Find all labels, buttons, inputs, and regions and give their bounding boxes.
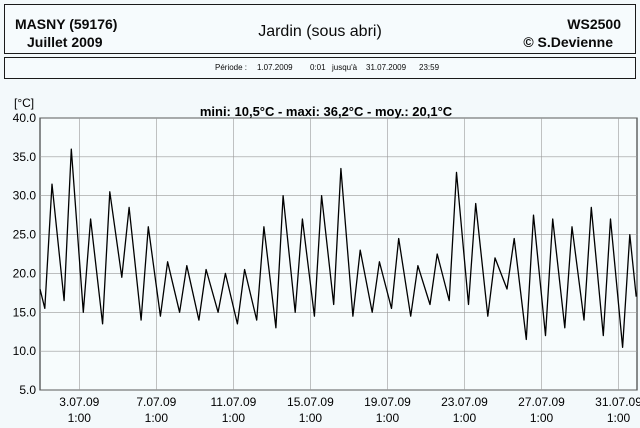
y-tick-label: 35.0 — [13, 150, 37, 164]
x-tick-time: 1:00 — [145, 411, 169, 425]
y-tick-label: 25.0 — [13, 228, 37, 242]
author-credit: © S.Devienne — [523, 34, 613, 50]
temperature-series-line — [39, 148, 637, 348]
x-tick-date: 15.07.09 — [287, 395, 334, 409]
x-tick-time: 1:00 — [376, 411, 400, 425]
temperature-chart: 5.0 10.0 15.0 20.0 25.0 30.0 35.0 40.0 3.07.09 1:… — [13, 96, 640, 425]
period-start-time: 0:01 — [310, 63, 326, 72]
period-end-time: 23:59 — [419, 63, 440, 72]
month-label: Juillet 2009 — [27, 34, 103, 50]
x-tick-time: 1:00 — [222, 411, 246, 425]
x-tick-date: 11.07.09 — [210, 395, 256, 409]
period-until: jusqu'à — [332, 63, 358, 72]
y-tick-label: 40.0 — [13, 111, 37, 125]
chart-title: mini: 10,5°C - maxi: 36,2°C - moy.: 20,1… — [200, 104, 453, 119]
x-tick-date: 27.07.09 — [518, 395, 565, 409]
axis-ticks: 5.0 10.0 15.0 20.0 25.0 30.0 35.0 40.0 3.07.09 1:… — [13, 111, 640, 425]
period-end-date: 31.07.2009 — [366, 63, 407, 72]
x-tick-time: 1:00 — [68, 411, 92, 425]
device-name: WS2500 — [567, 16, 621, 32]
y-tick-label: 20.0 — [13, 266, 37, 280]
x-tick-time: 1:00 — [530, 411, 554, 425]
x-tick-date: 19.07.09 — [364, 395, 411, 409]
x-tick-time: 1:00 — [453, 411, 477, 425]
y-tick-label: 30.0 — [13, 189, 37, 203]
x-tick-date: 3.07.09 — [59, 395, 99, 409]
y-tick-label: 15.0 — [13, 305, 37, 319]
x-tick-date: 31.07.09 — [595, 395, 640, 409]
x-tick-date: 7.07.09 — [136, 395, 176, 409]
y-axis-label: [°C] — [14, 96, 34, 110]
plot-area — [39, 117, 638, 391]
y-tick-label: 10.0 — [13, 344, 37, 358]
period-bar: Période : 1.07.2009 0:01 jusqu'à 31.07.2… — [4, 57, 636, 79]
y-tick-label: 5.0 — [19, 383, 36, 397]
x-tick-time: 1:00 — [299, 411, 323, 425]
x-tick-date: 23.07.09 — [441, 395, 488, 409]
station-name: MASNY (59176) — [15, 16, 118, 32]
location-title: Jardin (sous abri) — [258, 23, 382, 40]
header-panel: MASNY (59176) Juillet 2009 Jardin (sous … — [4, 4, 636, 54]
series-lines — [39, 148, 637, 348]
period-label: Période : — [215, 63, 248, 72]
x-tick-time: 1:00 — [607, 411, 631, 425]
period-start-date: 1.07.2009 — [257, 63, 293, 72]
